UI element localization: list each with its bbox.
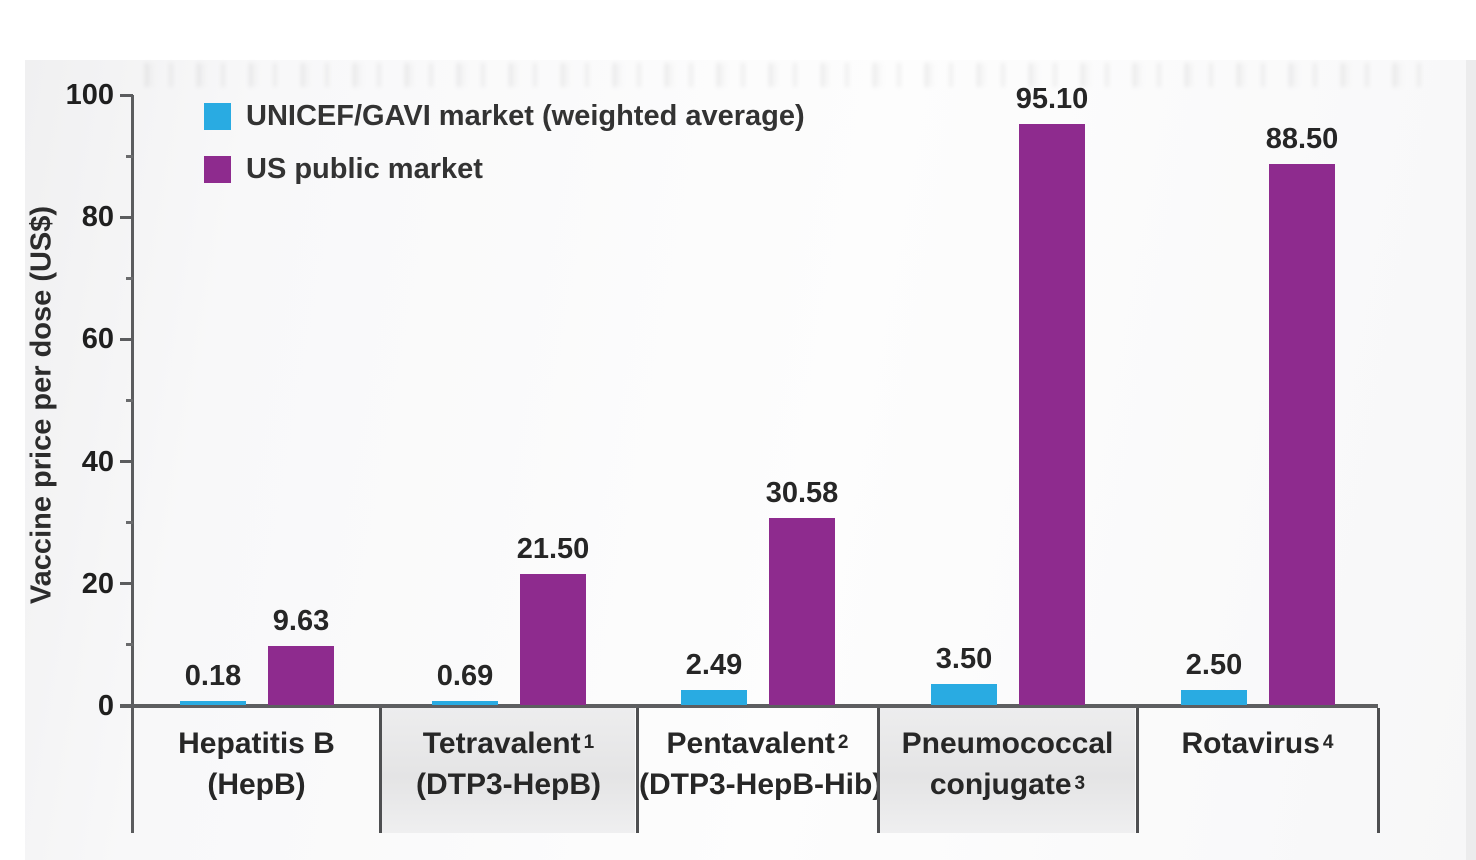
- bar-value-label: 9.63: [272, 605, 330, 637]
- bar-value-label: 0.18: [184, 660, 242, 692]
- y-axis-tick-major: [120, 338, 133, 341]
- y-axis-line: [131, 95, 134, 833]
- bar-value-label: 2.50: [1185, 649, 1243, 681]
- category-box: Tetravalent 1 (DTP3-HepB): [382, 708, 635, 833]
- bar-unicef-gavi-market: [931, 684, 997, 705]
- category-label-line2: (DTP3-HepB): [416, 768, 601, 801]
- category-label-line1: Pneumococcal: [901, 727, 1114, 760]
- chart-panel: [25, 60, 1476, 860]
- category-box: Rotavirus 4: [1139, 708, 1376, 833]
- category-superscript: 1: [583, 732, 595, 753]
- y-axis-tick-major: [120, 216, 133, 219]
- bar-us-public-market: [769, 518, 835, 705]
- y-axis-title: Vaccine price per dose (US$): [25, 205, 58, 605]
- bar-unicef-gavi-market: [180, 701, 246, 705]
- category-separator: [636, 708, 639, 833]
- y-axis-tick-label: 80: [81, 201, 114, 233]
- y-axis-tick-minor: [126, 521, 133, 524]
- category-box: Hepatitis B (HepB): [135, 708, 378, 833]
- bar-us-public-market: [520, 574, 586, 705]
- bar-value-label: 30.58: [765, 477, 839, 509]
- bar-value-label: 95.10: [1015, 83, 1089, 115]
- category-label-line2: (DTP3-HepB-Hib): [639, 768, 883, 801]
- bar-value-label: 21.50: [516, 533, 590, 565]
- y-axis-tick-label: 100: [65, 79, 114, 111]
- cropped-text-artifact: [145, 63, 1445, 87]
- y-axis-tick-label: 20: [81, 568, 114, 600]
- legend-label: US public market: [246, 153, 483, 185]
- category-label-line2: conjugate 3: [929, 768, 1086, 801]
- category-separator: [379, 708, 382, 833]
- y-axis-tick-label: 40: [81, 446, 114, 478]
- y-axis-tick-label: 60: [81, 323, 114, 355]
- bar-value-label: 2.49: [685, 649, 743, 681]
- bar-value-label: 3.50: [935, 643, 993, 675]
- bar-value-label: 0.69: [436, 660, 494, 692]
- category-separator: [877, 708, 880, 833]
- category-separator: [1136, 708, 1139, 833]
- x-axis-line: [120, 704, 1378, 708]
- bar-us-public-market: [1269, 164, 1335, 705]
- category-label-line2: (HepB): [207, 768, 306, 801]
- category-superscript: 3: [1074, 773, 1086, 794]
- category-superscript: 4: [1322, 732, 1334, 753]
- category-box: Pneumococcal conjugate 3: [880, 708, 1135, 833]
- bar-unicef-gavi-market: [681, 690, 747, 705]
- category-label-line1: Tetravalent 1: [422, 727, 595, 760]
- page-edge-strip: [1466, 60, 1476, 860]
- category-label-line1: Rotavirus 4: [1181, 727, 1334, 760]
- category-box: Pentavalent 2 (DTP3-HepB-Hib): [639, 708, 883, 833]
- legend-swatch-unicef-gavi: [204, 103, 231, 130]
- category-label-line1: Pentavalent 2: [666, 727, 849, 760]
- category-separator: [1377, 708, 1380, 833]
- y-axis-tick-major: [120, 460, 133, 463]
- y-axis-tick-minor: [126, 643, 133, 646]
- legend-swatch-us-public: [204, 156, 231, 183]
- category-superscript: 2: [837, 732, 849, 753]
- y-axis-tick-minor: [126, 155, 133, 158]
- legend-label: UNICEF/GAVI market (weighted average): [246, 100, 805, 132]
- legend-item: US public market: [204, 153, 483, 186]
- y-axis-tick-major: [120, 94, 133, 97]
- category-label-line1: Hepatitis B: [178, 727, 335, 760]
- y-axis-tick-minor: [126, 399, 133, 402]
- bar-us-public-market: [268, 646, 334, 705]
- y-axis-tick-major: [120, 582, 133, 585]
- y-axis-tick-label: 0: [97, 690, 114, 722]
- bar-us-public-market: [1019, 124, 1085, 705]
- y-axis-tick-minor: [126, 277, 133, 280]
- bar-unicef-gavi-market: [432, 701, 498, 705]
- bar-unicef-gavi-market: [1181, 690, 1247, 705]
- bar-value-label: 88.50: [1265, 123, 1339, 155]
- legend-item: UNICEF/GAVI market (weighted average): [204, 100, 805, 133]
